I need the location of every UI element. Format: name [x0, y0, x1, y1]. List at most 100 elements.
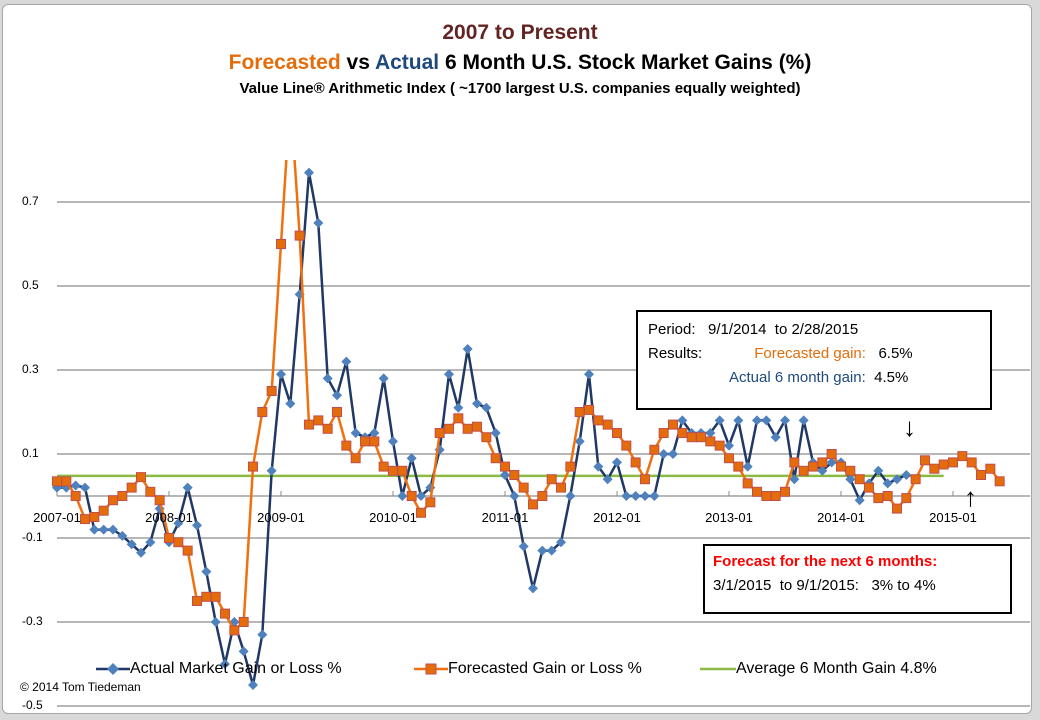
forecast-point: [873, 493, 884, 504]
period-value: 9/1/2014 to 2/28/2015: [708, 321, 859, 338]
actual-point: [677, 415, 688, 426]
forecast-point: [901, 493, 912, 504]
actual-point: [873, 465, 884, 476]
actual-point: [509, 491, 520, 501]
actual-point: [108, 524, 118, 535]
forecast-point: [836, 461, 846, 472]
legend-item-forecast: Forecasted Gain or Loss %: [414, 660, 642, 678]
actual-point: [649, 491, 660, 501]
forecast-point: [854, 474, 865, 485]
forecast-point: [528, 499, 538, 510]
forecast-point: [173, 537, 184, 548]
actual-point: [845, 474, 856, 485]
chart-title: 2007 to Present: [442, 21, 598, 44]
actual-point: [182, 482, 193, 493]
actual-point: [556, 537, 566, 548]
actual-point: [780, 415, 790, 426]
actual-point: [136, 547, 146, 558]
forecast-point: [780, 486, 790, 497]
forecast-point: [154, 495, 165, 506]
actual-point: [714, 415, 725, 426]
forecast-point: [882, 491, 893, 501]
actual-point: [369, 428, 380, 438]
actual-point: [789, 474, 800, 485]
x-tick-label: 2014-01: [817, 510, 865, 525]
actual-point: [565, 491, 576, 501]
forecast-point: [360, 436, 370, 447]
copyright: © 2014 Tom Tiedeman: [20, 680, 141, 694]
actual-point: [220, 659, 230, 669]
x-tick-label: 2009-01: [257, 510, 305, 525]
forecast-point: [686, 432, 697, 443]
actual-point: [201, 566, 212, 577]
y-tick-label: 0.5: [22, 278, 39, 292]
forecast-point: [425, 497, 436, 508]
forecast-point: [509, 470, 520, 480]
actual-point: [901, 470, 912, 480]
forecast-point: [602, 419, 613, 430]
forecast-point: [276, 239, 286, 249]
forecast-box: Forecast for the next 6 months: 3/1/2015…: [703, 544, 1012, 614]
actual-point: [285, 398, 296, 409]
forecast-point: [864, 482, 874, 493]
forecast-point: [817, 457, 828, 468]
forecast-point: [845, 465, 856, 476]
actual-point: [742, 461, 753, 472]
forecast-point: [248, 461, 258, 472]
forecast-point: [696, 432, 706, 443]
legend-forecast-label: Forecasted Gain or Loss %: [448, 660, 642, 677]
legend-actual-marker-icon: [96, 663, 130, 675]
up-arrow-icon: ↑: [964, 482, 977, 512]
forecast-point: [80, 514, 90, 525]
actual-point: [388, 436, 398, 447]
actual-point: [640, 491, 650, 501]
forecast-point: [388, 465, 398, 476]
actual-point: [313, 218, 324, 228]
forecast-point: [892, 503, 902, 514]
forecast-point: [52, 476, 62, 487]
forecast-point: [724, 453, 734, 464]
forecast-point: [108, 495, 118, 506]
subtitle-vs: vs: [340, 51, 375, 74]
actual-point: [574, 436, 585, 447]
forecast-point: [378, 461, 389, 472]
actual-point: [453, 402, 464, 413]
actual-point: [546, 545, 557, 556]
forecast-point: [462, 423, 473, 434]
forecast-point: [444, 423, 454, 434]
forecast-point: [369, 436, 380, 447]
actual-point: [817, 465, 828, 476]
actual-point: [854, 495, 865, 506]
forecast-series: [52, 160, 1005, 636]
subtitle-actual: Actual: [374, 51, 440, 74]
forecast-point: [938, 459, 949, 470]
forecast-point: [89, 512, 100, 522]
y-tick-label: 0.1: [22, 446, 39, 460]
legend-average-line-icon: [700, 667, 736, 671]
legend-forecast-marker-icon: [414, 663, 448, 675]
forecast-point: [145, 486, 156, 497]
forecast-point: [490, 453, 501, 464]
forecast-point: [201, 591, 212, 602]
actual-point: [462, 344, 473, 354]
actual-point: [126, 539, 137, 550]
forecast-point: [910, 474, 921, 485]
forecast-point: [117, 491, 128, 501]
actual-point: [416, 491, 426, 501]
forecast-point: [546, 474, 557, 485]
legend-average-label: Average 6 Month Gain 4.8%: [736, 660, 937, 677]
actual-gain-value: 4.5%: [874, 369, 909, 386]
x-tick-label: 2011-01: [481, 510, 529, 525]
actual-point: [770, 432, 781, 443]
actual-point: [490, 428, 501, 438]
legend-actual-label: Actual Market Gain or Loss %: [130, 660, 342, 677]
actual-point: [444, 369, 454, 380]
forecast-point: [416, 507, 426, 518]
period-results-box: Period: 9/1/2014 to 2/28/2015 Results: Fo…: [636, 310, 992, 410]
actual-row: Actual 6 month gain: 4.5%: [648, 366, 980, 390]
forecast-point: [406, 491, 417, 501]
forecast-point: [434, 428, 445, 438]
actual-point: [602, 474, 613, 485]
legend-item-actual: Actual Market Gain or Loss %: [96, 660, 342, 678]
actual-point: [481, 402, 492, 413]
